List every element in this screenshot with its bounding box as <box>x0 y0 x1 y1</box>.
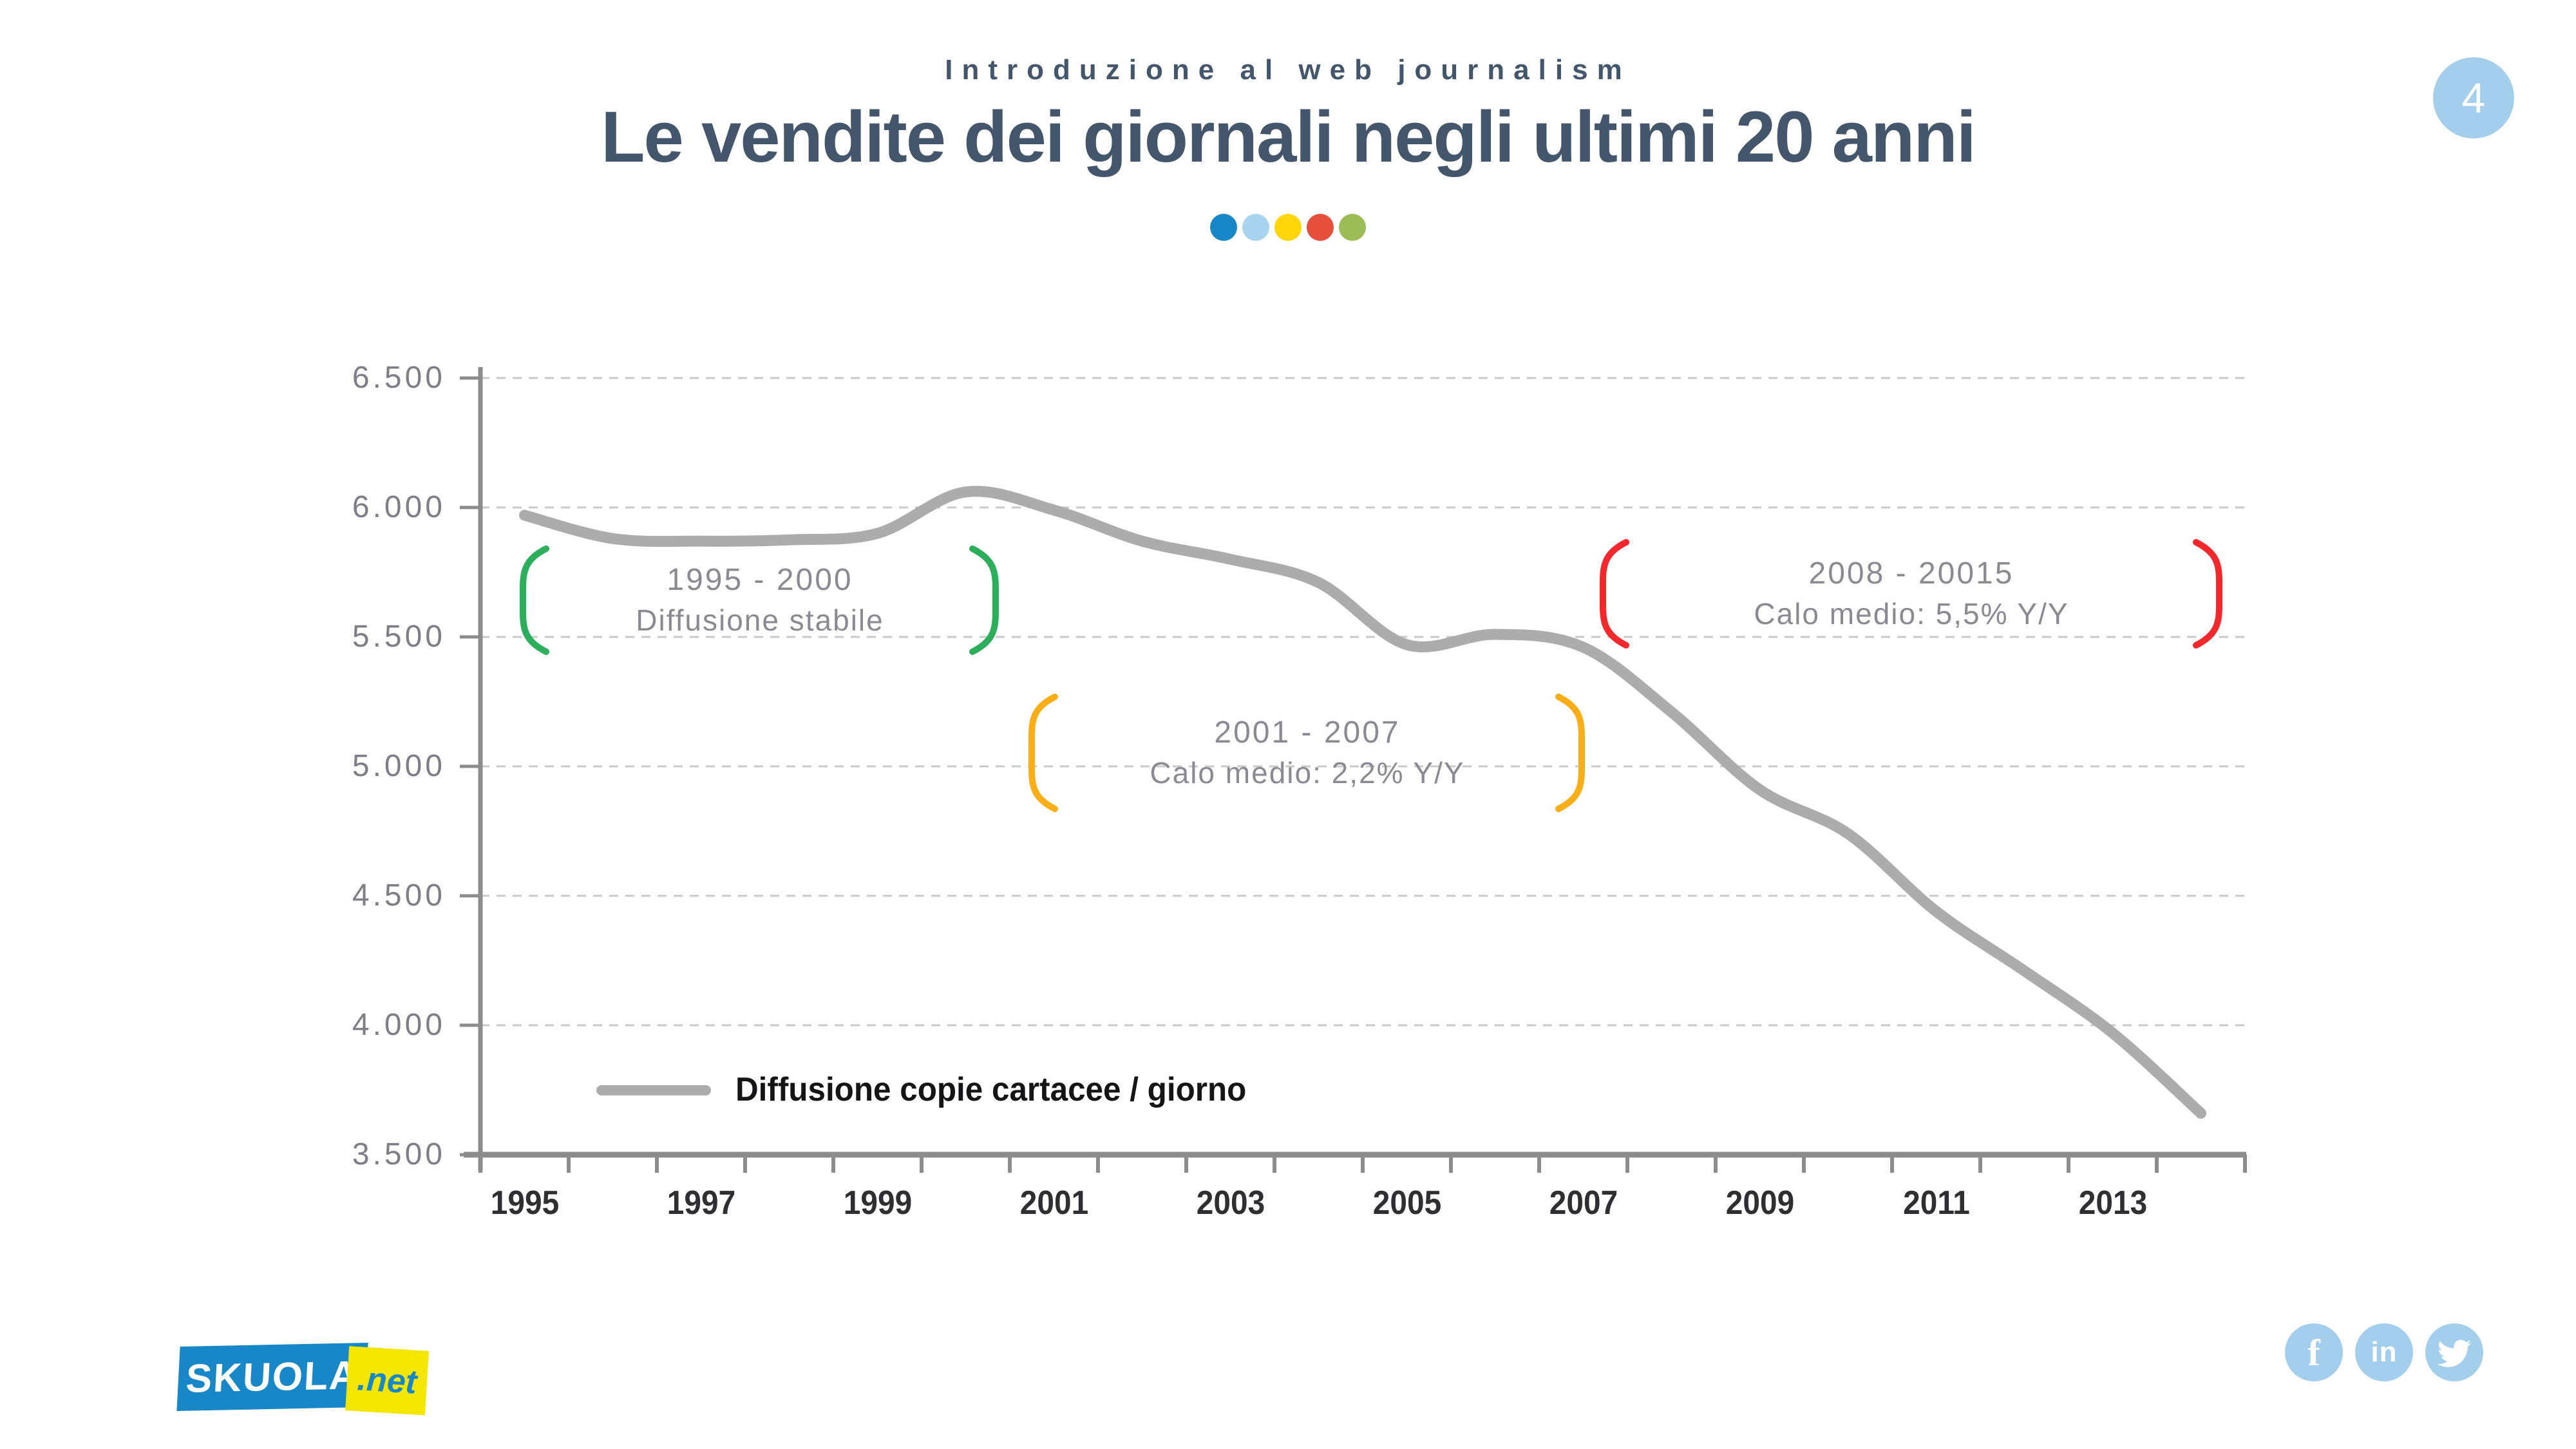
logo-suffix-text: .net <box>356 1360 418 1401</box>
annotation-text: Diffusione stabile <box>636 603 884 637</box>
bracket-left <box>1600 539 1629 649</box>
x-tick-label: 1997 <box>667 1184 735 1222</box>
bracket-right <box>2193 539 2222 649</box>
y-tick-label: 3.500 <box>352 1137 446 1171</box>
x-tick-label: 1995 <box>490 1184 559 1222</box>
annotation-range: 2001 - 2007 <box>1214 715 1401 750</box>
x-tick-label: 2009 <box>1725 1184 1794 1222</box>
accent-dot <box>1242 214 1269 241</box>
y-tick-label: 6.000 <box>352 490 446 524</box>
social-links: f in <box>2285 1323 2483 1381</box>
twitter-bird-glyph <box>2438 1340 2471 1367</box>
annotation-2008-2015: 2008 - 20015 Calo medio: 5,5% Y/Y <box>1603 542 2220 645</box>
logo-net-box: .net <box>345 1346 429 1416</box>
legend-label: Diffusione copie cartacee / giorno <box>735 1071 1247 1108</box>
y-tick-label: 6.500 <box>352 361 446 395</box>
kicker: Introduzione al web journalism <box>945 54 1631 86</box>
page-title: Le vendite dei giornali negli ultimi 20 … <box>601 97 1976 177</box>
annotation-text: Calo medio: 2,2% Y/Y <box>1150 756 1465 790</box>
linkedin-icon[interactable]: in <box>2355 1323 2413 1381</box>
bracket-left <box>1028 694 1058 812</box>
x-tick-label: 2001 <box>1019 1184 1088 1222</box>
x-tick-label: 2003 <box>1196 1184 1265 1222</box>
series-diffusione-line <box>519 486 2206 1119</box>
annotation-range: 2008 - 20015 <box>1808 556 2014 591</box>
page-number-badge: 4 <box>2433 57 2514 138</box>
annotation-text: Calo medio: 5,5% Y/Y <box>1754 597 2069 630</box>
x-tick-label: 1999 <box>843 1184 912 1222</box>
y-tick-label: 4.500 <box>352 878 446 913</box>
legend-line-swatch <box>596 1085 711 1095</box>
facebook-icon[interactable]: f <box>2285 1323 2343 1381</box>
x-tick-label: 2007 <box>1549 1184 1618 1222</box>
bracket-right <box>969 545 999 655</box>
x-tick-label: 2013 <box>2078 1184 2147 1222</box>
accent-dot <box>1339 214 1366 241</box>
y-tick-label: 5.500 <box>352 620 446 654</box>
annotation-2001-2007: 2001 - 2007 Calo medio: 2,2% Y/Y <box>1032 697 1583 809</box>
x-tick-label: 2005 <box>1372 1184 1441 1222</box>
y-tick-label: 4.000 <box>352 1008 446 1042</box>
page-number: 4 <box>2461 74 2486 122</box>
accent-dot <box>1274 214 1302 241</box>
annotation-1995-2000: 1995 - 2000 Diffusione stabile <box>523 549 997 652</box>
accent-dots <box>0 214 2576 241</box>
accent-dot <box>1210 214 1237 241</box>
y-tick-label: 5.000 <box>352 749 446 783</box>
skuola-net-logo[interactable]: SKUOLA .net <box>176 1340 449 1417</box>
logo-main-text: SKUOLA <box>185 1352 360 1401</box>
bracket-right <box>1555 694 1585 812</box>
annotation-range: 1995 - 2000 <box>667 563 853 597</box>
x-tick-label: 2011 <box>1902 1184 1970 1222</box>
bracket-left <box>520 545 549 655</box>
twitter-icon[interactable] <box>2425 1323 2483 1381</box>
accent-dot <box>1307 214 1334 241</box>
logo-blue-box: SKUOLA <box>176 1342 368 1412</box>
